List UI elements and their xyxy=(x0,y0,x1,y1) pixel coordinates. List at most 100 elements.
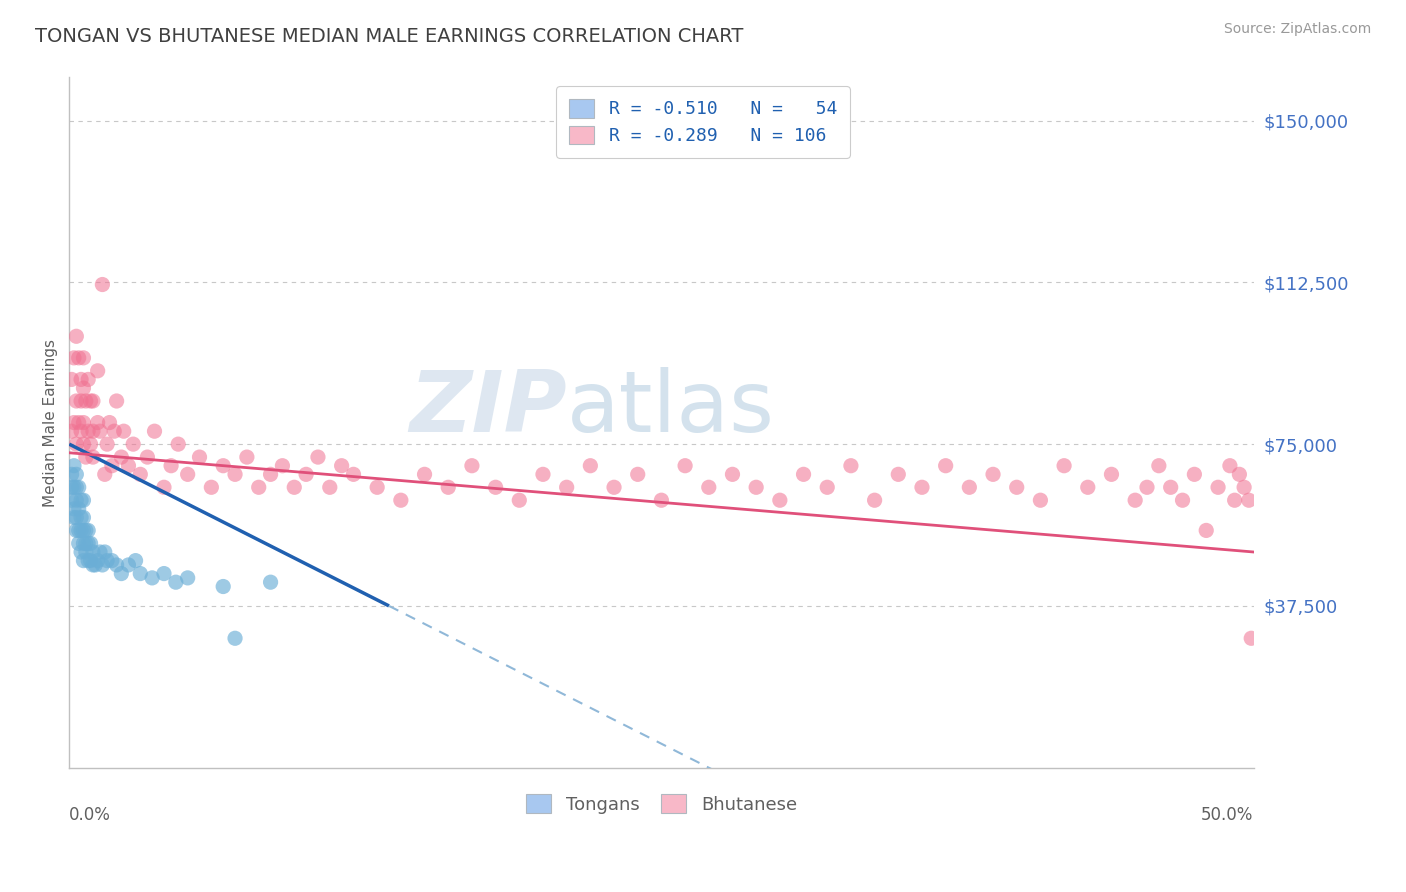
Point xyxy=(188,450,211,464)
Point xyxy=(769,493,792,508)
Point xyxy=(224,467,246,482)
Point xyxy=(72,381,94,395)
Point xyxy=(122,437,145,451)
Point xyxy=(117,558,139,572)
Point xyxy=(70,372,93,386)
Point xyxy=(84,558,107,572)
Point xyxy=(82,558,104,572)
Point xyxy=(105,558,128,572)
Point xyxy=(342,467,364,482)
Point xyxy=(721,467,744,482)
Point xyxy=(160,458,183,473)
Point xyxy=(1237,493,1260,508)
Point xyxy=(603,480,626,494)
Point xyxy=(224,632,246,646)
Point xyxy=(330,458,353,473)
Point xyxy=(65,467,87,482)
Point xyxy=(1160,480,1182,494)
Point xyxy=(82,450,104,464)
Point xyxy=(63,501,86,516)
Point xyxy=(91,277,114,292)
Point xyxy=(141,571,163,585)
Point xyxy=(887,467,910,482)
Point xyxy=(89,545,111,559)
Point xyxy=(63,458,86,473)
Point xyxy=(1005,480,1028,494)
Point xyxy=(1029,493,1052,508)
Point xyxy=(60,467,83,482)
Point xyxy=(79,554,101,568)
Point xyxy=(65,480,87,494)
Point xyxy=(555,480,578,494)
Point xyxy=(839,458,862,473)
Point xyxy=(484,480,506,494)
Point xyxy=(89,424,111,438)
Point xyxy=(1101,467,1123,482)
Point xyxy=(531,467,554,482)
Point xyxy=(96,437,118,451)
Point xyxy=(957,480,980,494)
Point xyxy=(60,480,83,494)
Text: 0.0%: 0.0% xyxy=(69,805,111,823)
Point xyxy=(981,467,1004,482)
Point xyxy=(117,458,139,473)
Point xyxy=(67,480,90,494)
Point xyxy=(110,450,132,464)
Point xyxy=(60,372,83,386)
Point xyxy=(153,480,176,494)
Point xyxy=(77,536,100,550)
Point xyxy=(75,450,97,464)
Point xyxy=(70,545,93,559)
Point xyxy=(67,501,90,516)
Point xyxy=(98,416,121,430)
Point xyxy=(153,566,176,581)
Point xyxy=(1219,458,1241,473)
Point xyxy=(366,480,388,494)
Point xyxy=(176,571,198,585)
Point xyxy=(91,558,114,572)
Point xyxy=(67,416,90,430)
Point xyxy=(1240,632,1263,646)
Point xyxy=(75,536,97,550)
Point xyxy=(1171,493,1194,508)
Point xyxy=(63,480,86,494)
Point xyxy=(129,467,152,482)
Point xyxy=(101,554,124,568)
Text: atlas: atlas xyxy=(567,368,775,450)
Point xyxy=(212,458,235,473)
Point xyxy=(793,467,815,482)
Point xyxy=(103,424,125,438)
Point xyxy=(112,424,135,438)
Point xyxy=(389,493,412,508)
Point xyxy=(935,458,957,473)
Point xyxy=(86,364,108,378)
Point xyxy=(67,351,90,365)
Point xyxy=(67,524,90,538)
Point xyxy=(1227,467,1250,482)
Point xyxy=(1206,480,1229,494)
Point xyxy=(413,467,436,482)
Point xyxy=(236,450,259,464)
Point xyxy=(212,580,235,594)
Point xyxy=(82,394,104,409)
Point xyxy=(94,467,117,482)
Point xyxy=(110,566,132,581)
Point xyxy=(72,524,94,538)
Point xyxy=(167,437,190,451)
Point xyxy=(650,493,672,508)
Point xyxy=(143,424,166,438)
Point xyxy=(1147,458,1170,473)
Point xyxy=(75,545,97,559)
Point xyxy=(579,458,602,473)
Point xyxy=(1123,493,1146,508)
Point xyxy=(72,554,94,568)
Point xyxy=(70,424,93,438)
Text: TONGAN VS BHUTANESE MEDIAN MALE EARNINGS CORRELATION CHART: TONGAN VS BHUTANESE MEDIAN MALE EARNINGS… xyxy=(35,27,744,45)
Point xyxy=(815,480,838,494)
Point xyxy=(283,480,305,494)
Point xyxy=(82,545,104,559)
Point xyxy=(307,450,329,464)
Point xyxy=(697,480,720,494)
Point xyxy=(673,458,696,473)
Point xyxy=(165,575,187,590)
